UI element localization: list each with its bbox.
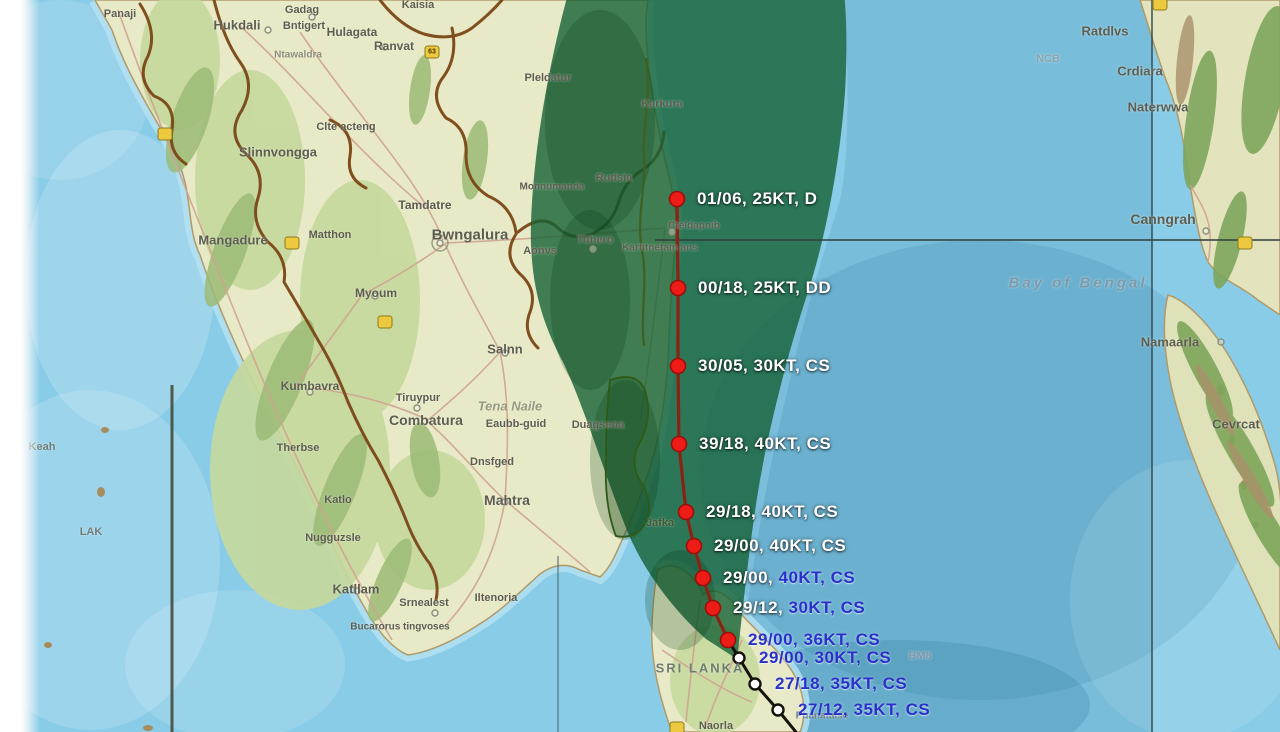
western-ghats (165, 55, 489, 622)
city-marker (1202, 227, 1210, 235)
cone-inner-shading (545, 10, 715, 650)
track-point-observed (732, 651, 746, 665)
city-marker (589, 245, 597, 253)
track-point-forecast (677, 503, 695, 521)
left-edge-fade (0, 0, 42, 732)
city-marker (1217, 338, 1225, 346)
forecast-cone (530, 0, 847, 659)
city-marker (413, 404, 421, 412)
track-point-forecast (669, 279, 687, 297)
city-marker (436, 239, 444, 247)
track-point-forecast (694, 569, 712, 587)
island-landmass (1163, 294, 1280, 651)
track-point-forecast (668, 190, 686, 208)
city-marker (371, 292, 379, 300)
track-point-forecast (669, 357, 687, 375)
city-marker (501, 349, 509, 357)
city-marker (308, 13, 316, 21)
track-point-forecast (670, 435, 688, 453)
city-marker (668, 228, 676, 236)
coastal-border-in-cone (638, 57, 650, 347)
city-marker (264, 26, 272, 34)
city-marker (501, 498, 509, 506)
track-point-observed (748, 677, 762, 691)
track-point-forecast (719, 631, 737, 649)
delta-boundary (604, 376, 651, 538)
city-marker (381, 43, 389, 51)
city-ring-road (431, 234, 449, 252)
city-marker (306, 388, 314, 396)
track-point-observed (771, 703, 785, 717)
bay-of-bengal-deep-water (690, 0, 1152, 732)
track-point-forecast (704, 599, 722, 617)
city-marker (431, 609, 439, 617)
city-marker (353, 587, 361, 595)
track-point-forecast (685, 537, 703, 555)
